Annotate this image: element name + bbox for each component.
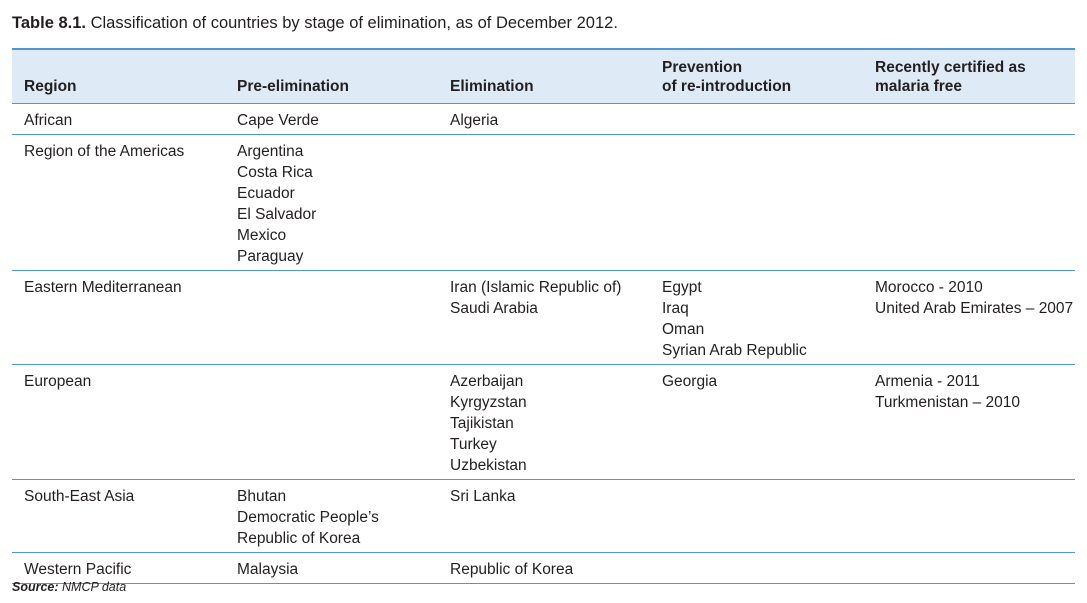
cell-entry: Georgia <box>662 373 718 390</box>
column-header-elimination: Elimination <box>438 48 650 104</box>
column-header-pre-elimination: Pre-elimination <box>225 48 438 104</box>
cell-elimination <box>438 134 650 271</box>
cell-region: European <box>12 364 225 480</box>
cell-pre-elimination: Bhutan Democratic People’s Republic of Kor… <box>225 479 438 553</box>
cell-entry: Oman <box>662 321 705 338</box>
column-header-line: Recently certified as <box>875 59 1026 76</box>
cell-prevention: Egypt Iraq Oman Syrian Arab Republic <box>650 270 863 365</box>
cell-elimination: Azerbaijan Kyrgyzstan Tajikistan Turkey Uzbe… <box>438 364 650 480</box>
cell-entry: South-East Asia <box>24 488 135 505</box>
cell-entry: Mexico <box>237 227 287 244</box>
table-header: Region Pre-elimination Elimination Preventi… <box>12 48 1075 104</box>
cell-entry: Egypt <box>662 279 702 296</box>
cell-prevention <box>650 134 863 271</box>
cell-entry: Saudi Arabia <box>450 300 538 317</box>
cell-elimination: Republic of Korea <box>438 552 650 584</box>
cell-prevention <box>650 552 863 584</box>
cell-elimination: Iran (Islamic Republic of) Saudi Arabia <box>438 270 650 365</box>
cell-entry: Kyrgyzstan <box>450 394 527 411</box>
column-header-region: Region <box>12 48 225 104</box>
cell-entry: Eastern Mediterranean <box>24 279 182 296</box>
column-header-line: Prevention <box>662 59 743 76</box>
cell-entry: Syrian Arab Republic <box>662 342 807 359</box>
cell-entry: Ecuador <box>237 185 295 202</box>
cell-entry: Paraguay <box>237 248 304 265</box>
cell-entry: Iran (Islamic Republic of) <box>450 279 622 296</box>
column-header-line: malaria free <box>875 78 963 95</box>
cell-entry: Republic of Korea <box>450 561 574 578</box>
source-label: Source: <box>12 580 59 594</box>
cell-entry: Cape Verde <box>237 112 319 129</box>
cell-entry: Argentina <box>237 143 304 160</box>
table-caption-text: Classification of countries by stage of … <box>85 14 618 32</box>
cell-entry: Bhutan <box>237 488 287 505</box>
table-row: Eastern Mediterranean Iran (Islamic Repub… <box>12 270 1075 365</box>
cell-pre-elimination: Malaysia <box>225 552 438 584</box>
cell-certified <box>863 103 1075 135</box>
header-row: Region Pre-elimination Elimination Preventi… <box>12 48 1075 104</box>
cell-entry: Armenia - 2011 <box>875 373 980 390</box>
cell-entry: Turkey <box>450 436 497 453</box>
cell-entry: Malaysia <box>237 561 299 578</box>
cell-region: South-East Asia <box>12 479 225 553</box>
column-header-line: of re-introduction <box>662 78 792 95</box>
cell-prevention <box>650 103 863 135</box>
table-row: African Cape Verde Algeria <box>12 103 1075 135</box>
cell-entry: European <box>24 373 92 390</box>
cell-entry: Region of the Americas <box>24 143 185 160</box>
column-header-prevention: Prevention of re-introduction <box>650 48 863 104</box>
cell-entry: Costa Rica <box>237 164 313 181</box>
table-row: Western Pacific Malaysia Republic of Korea <box>12 552 1075 584</box>
cell-region: Western Pacific <box>12 552 225 584</box>
cell-entry: Iraq <box>662 300 689 317</box>
table-row: European Azerbaijan Kyrgyzstan Tajikistan Tu… <box>12 364 1075 480</box>
column-header-line: Elimination <box>450 78 534 95</box>
source-text: NMCP data <box>58 580 127 594</box>
cell-entry: Western Pacific <box>24 561 132 578</box>
cell-certified <box>863 134 1075 271</box>
source-note: Source: NMCP data <box>12 580 126 594</box>
cell-entry: United Arab Emirates – 2007 <box>875 300 1074 317</box>
cell-pre-elimination: Argentina Costa Rica Ecuador El Salvador Mex… <box>225 134 438 271</box>
column-header-line: Pre-elimination <box>237 78 349 95</box>
cell-region: Eastern Mediterranean <box>12 270 225 365</box>
cell-elimination: Algeria <box>438 103 650 135</box>
cell-prevention <box>650 479 863 553</box>
cell-certified <box>863 479 1075 553</box>
table-row: South-East Asia Bhutan Democratic People’s… <box>12 479 1075 553</box>
cell-entry: El Salvador <box>237 206 317 223</box>
table-caption: Table 8.1. Classification of countries b… <box>12 13 618 33</box>
column-header-line: Region <box>24 78 77 95</box>
cell-region: Region of the Americas <box>12 134 225 271</box>
classification-table: Region Pre-elimination Elimination Preventi… <box>12 48 1075 584</box>
cell-entry: Azerbaijan <box>450 373 524 390</box>
cell-entry: Sri Lanka <box>450 488 516 505</box>
table-body: African Cape Verde Algeria Region of the Am… <box>12 103 1075 584</box>
cell-pre-elimination <box>225 364 438 480</box>
cell-entry: Turkmenistan – 2010 <box>875 394 1021 411</box>
cell-certified: Armenia - 2011 Turkmenistan – 2010 <box>863 364 1075 480</box>
cell-entry: Uzbekistan <box>450 457 527 474</box>
cell-entry: Morocco - 2010 <box>875 279 983 296</box>
cell-certified: Morocco - 2010 United Arab Emirates – 200… <box>863 270 1075 365</box>
table-row: Region of the Americas Argentina Costa Ric… <box>12 134 1075 271</box>
cell-entry: Algeria <box>450 112 499 129</box>
cell-elimination: Sri Lanka <box>438 479 650 553</box>
cell-entry: African <box>24 112 73 129</box>
cell-pre-elimination <box>225 270 438 365</box>
cell-prevention: Georgia <box>650 364 863 480</box>
table-caption-label: Table 8.1. <box>12 14 86 32</box>
cell-entry: Tajikistan <box>450 415 514 432</box>
column-header-certified: Recently certified as malaria free <box>863 48 1075 104</box>
cell-entry: Democratic People’s <box>237 509 379 526</box>
cell-pre-elimination: Cape Verde <box>225 103 438 135</box>
cell-entry: Republic of Korea <box>237 530 361 547</box>
cell-certified <box>863 552 1075 584</box>
cell-region: African <box>12 103 225 135</box>
